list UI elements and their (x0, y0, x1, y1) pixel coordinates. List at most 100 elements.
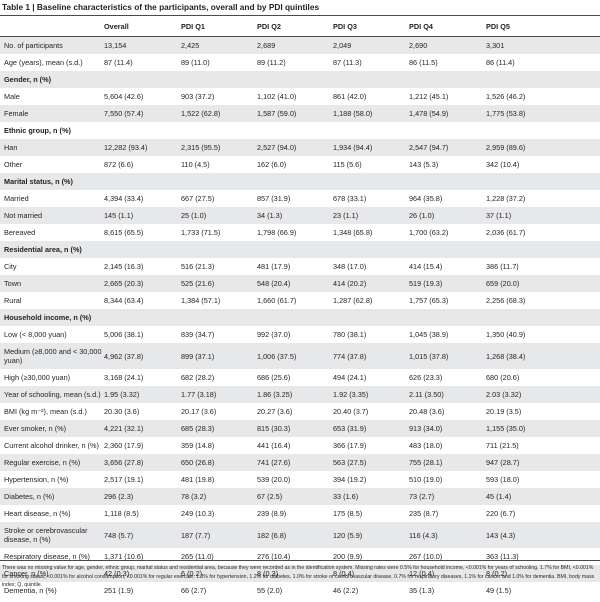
pdi-q2-cell: 815 (30.3) (257, 424, 291, 433)
pdi-q3-cell: 861 (42.0) (333, 92, 367, 101)
label-cell: Married (4, 193, 29, 203)
pdi-q3-cell: 1.92 (3.35) (333, 390, 369, 399)
pdi-q5-cell: 386 (11.7) (486, 262, 519, 271)
pdi-q3-cell: 175 (8.5) (333, 509, 363, 518)
pdi-q3-cell: 1,934 (94.4) (333, 143, 373, 152)
pdi-q2-cell: 8 (0.3) (257, 569, 279, 578)
overall-cell: 5,006 (38.1) (104, 330, 144, 339)
pdi-q3-cell: 414 (20.2) (333, 279, 367, 288)
pdi-q4-cell: 414 (15.4) (409, 262, 443, 271)
label-cell: Heart disease, n (%) (4, 508, 71, 518)
pdi-q3-cell: 1,188 (58.0) (333, 109, 373, 118)
pdi-q5-cell: 2,256 (68.3) (486, 296, 526, 305)
pdi-q5-cell: 37 (1.1) (486, 211, 512, 220)
pdi-q5-cell: 711 (21.5) (486, 441, 519, 450)
label-cell: BMI (kg m⁻²), mean (s.d.) (4, 406, 87, 416)
pdi-q1-cell: 903 (37.2) (181, 92, 215, 101)
table-row: High (≥30,000 yuan) 3,168 (24.1) 682 (28.2… (0, 369, 600, 386)
pdi-q3-cell: 33 (1.6) (333, 492, 359, 501)
label-cell: Dementia, n (%) (4, 585, 57, 595)
overall-cell: 4,394 (33.4) (104, 194, 144, 203)
overall-cell: 4,221 (32.1) (104, 424, 144, 433)
pdi-q3-cell: 2,049 (333, 41, 352, 50)
pdi-q1-cell: 78 (3.2) (181, 492, 207, 501)
label-cell: Age (years), mean (s.d.) (4, 57, 83, 67)
pdi-q2-cell: 239 (8.9) (257, 509, 287, 518)
pdi-q1-cell: 2,315 (95.5) (181, 143, 221, 152)
overall-cell: 1.95 (3.32) (104, 390, 140, 399)
table-row: Heart disease, n (%) 1,118 (8.5) 249 (10.3… (0, 505, 600, 522)
pdi-q2-cell: 2,689 (257, 41, 276, 50)
pdi-q2-cell: 162 (6.0) (257, 160, 287, 169)
label-cell: Medium (≥8,000 and < 30,000 yuan) (4, 346, 102, 366)
table-row: Respiratory disease, n (%) 1,371 (10.6) 26… (0, 548, 600, 565)
table-row: Low (< 8,000 yuan) 5,006 (38.1) 839 (34.7)… (0, 326, 600, 343)
pdi-q1-cell: 89 (11.0) (181, 58, 210, 67)
table-row: Rural 8,344 (63.4) 1,384 (57.1) 1,660 (61.7… (0, 292, 600, 309)
header-pdi-q2: PDI Q2 (257, 21, 281, 31)
label-cell: No. of participants (4, 40, 63, 50)
pdi-q5-cell: 593 (18.0) (486, 475, 520, 484)
overall-cell: 8,615 (65.5) (104, 228, 144, 237)
label-cell: Diabetes, n (%) (4, 491, 55, 501)
overall-cell: 3,168 (24.1) (104, 373, 144, 382)
pdi-q3-cell: 23 (1.1) (333, 211, 359, 220)
overall-cell: 7,550 (57.4) (104, 109, 144, 118)
table-row: Female 7,550 (57.4) 1,522 (62.8) 1,587 (59.… (0, 105, 600, 122)
pdi-q4-cell: 1,045 (38.9) (409, 330, 449, 339)
pdi-q4-cell: 1,212 (45.1) (409, 92, 449, 101)
pdi-q3-cell: 348 (17.0) (333, 262, 367, 271)
header-pdi-q1: PDI Q1 (181, 21, 205, 31)
pdi-q5-cell: 20.19 (3.5) (486, 407, 522, 416)
pdi-q1-cell: 6 (0.2) (181, 569, 203, 578)
pdi-q5-cell: 49 (1.5) (486, 586, 512, 595)
table-row: Hypertension, n (%) 2,517 (19.1) 481 (19.8… (0, 471, 600, 488)
label-cell: Male (4, 91, 20, 101)
table-row: Year of schooling, mean (s.d.) 1.95 (3.32… (0, 386, 600, 403)
label-cell: City (4, 261, 17, 271)
pdi-q3-cell: 678 (33.1) (333, 194, 367, 203)
header-pdi-q3: PDI Q3 (333, 21, 357, 31)
pdi-q1-cell: 1,733 (71.5) (181, 228, 221, 237)
pdi-q4-cell: 1,478 (54.9) (409, 109, 449, 118)
pdi-q4-cell: 913 (34.0) (409, 424, 443, 433)
pdi-q4-cell: 1,015 (37.8) (409, 351, 449, 361)
pdi-q4-cell: 626 (23.3) (409, 373, 443, 382)
pdi-q2-cell: 441 (16.4) (257, 441, 291, 450)
pdi-q1-cell: 265 (11.0) (181, 552, 214, 561)
label-cell: Ethnic group, n (%) (4, 125, 71, 135)
pdi-q5-cell: 680 (20.6) (486, 373, 520, 382)
pdi-q1-cell: 667 (27.5) (181, 194, 215, 203)
pdi-q3-cell: 774 (37.8) (333, 351, 367, 361)
pdi-q4-cell: 964 (35.8) (409, 194, 443, 203)
pdi-q5-cell: 1,155 (35.0) (486, 424, 526, 433)
label-cell: Residential area, n (%) (4, 244, 82, 254)
overall-cell: 296 (2.3) (104, 492, 134, 501)
pdi-q4-cell: 2,547 (94.7) (409, 143, 449, 152)
pdi-q1-cell: 187 (7.7) (181, 530, 211, 540)
label-cell: Respiratory disease, n (%) (4, 551, 90, 561)
pdi-q2-cell: 89 (11.2) (257, 58, 286, 67)
pdi-q3-cell: 115 (5.6) (333, 160, 362, 169)
label-cell: Low (< 8,000 yuan) (4, 329, 67, 339)
table-footnote: There was no missing value for age, gend… (2, 565, 595, 589)
table-row: Ever smoker, n (%) 4,221 (32.1) 685 (28.3)… (0, 420, 600, 437)
pdi-q4-cell: 235 (8.7) (409, 509, 439, 518)
pdi-q2-cell: 741 (27.6) (257, 458, 291, 467)
overall-cell: 1,371 (10.6) (104, 552, 144, 561)
pdi-q4-cell: 86 (11.5) (409, 58, 438, 67)
pdi-q4-cell: 12 (0.4) (409, 569, 435, 578)
section-header-row: Ethnic group, n (%) (0, 122, 600, 139)
pdi-q5-cell: 1,526 (46.2) (486, 92, 526, 101)
pdi-q4-cell: 519 (19.3) (409, 279, 443, 288)
pdi-q5-cell: 8 (0.2) (486, 569, 508, 578)
pdi-q5-cell: 3,301 (486, 41, 505, 50)
pdi-q2-cell: 1.86 (3.25) (257, 390, 293, 399)
pdi-q2-cell: 1,660 (61.7) (257, 296, 297, 305)
table-row: Town 2,665 (20.3) 525 (21.6) 548 (20.4) 414 … (0, 275, 600, 292)
section-header-row: Household income, n (%) (0, 309, 600, 326)
overall-cell: 2,665 (20.3) (104, 279, 144, 288)
label-cell: Town (4, 278, 22, 288)
pdi-q1-cell: 359 (14.8) (181, 441, 215, 450)
table-row: Medium (≥8,000 and < 30,000 yuan) 4,962 (… (0, 343, 600, 369)
